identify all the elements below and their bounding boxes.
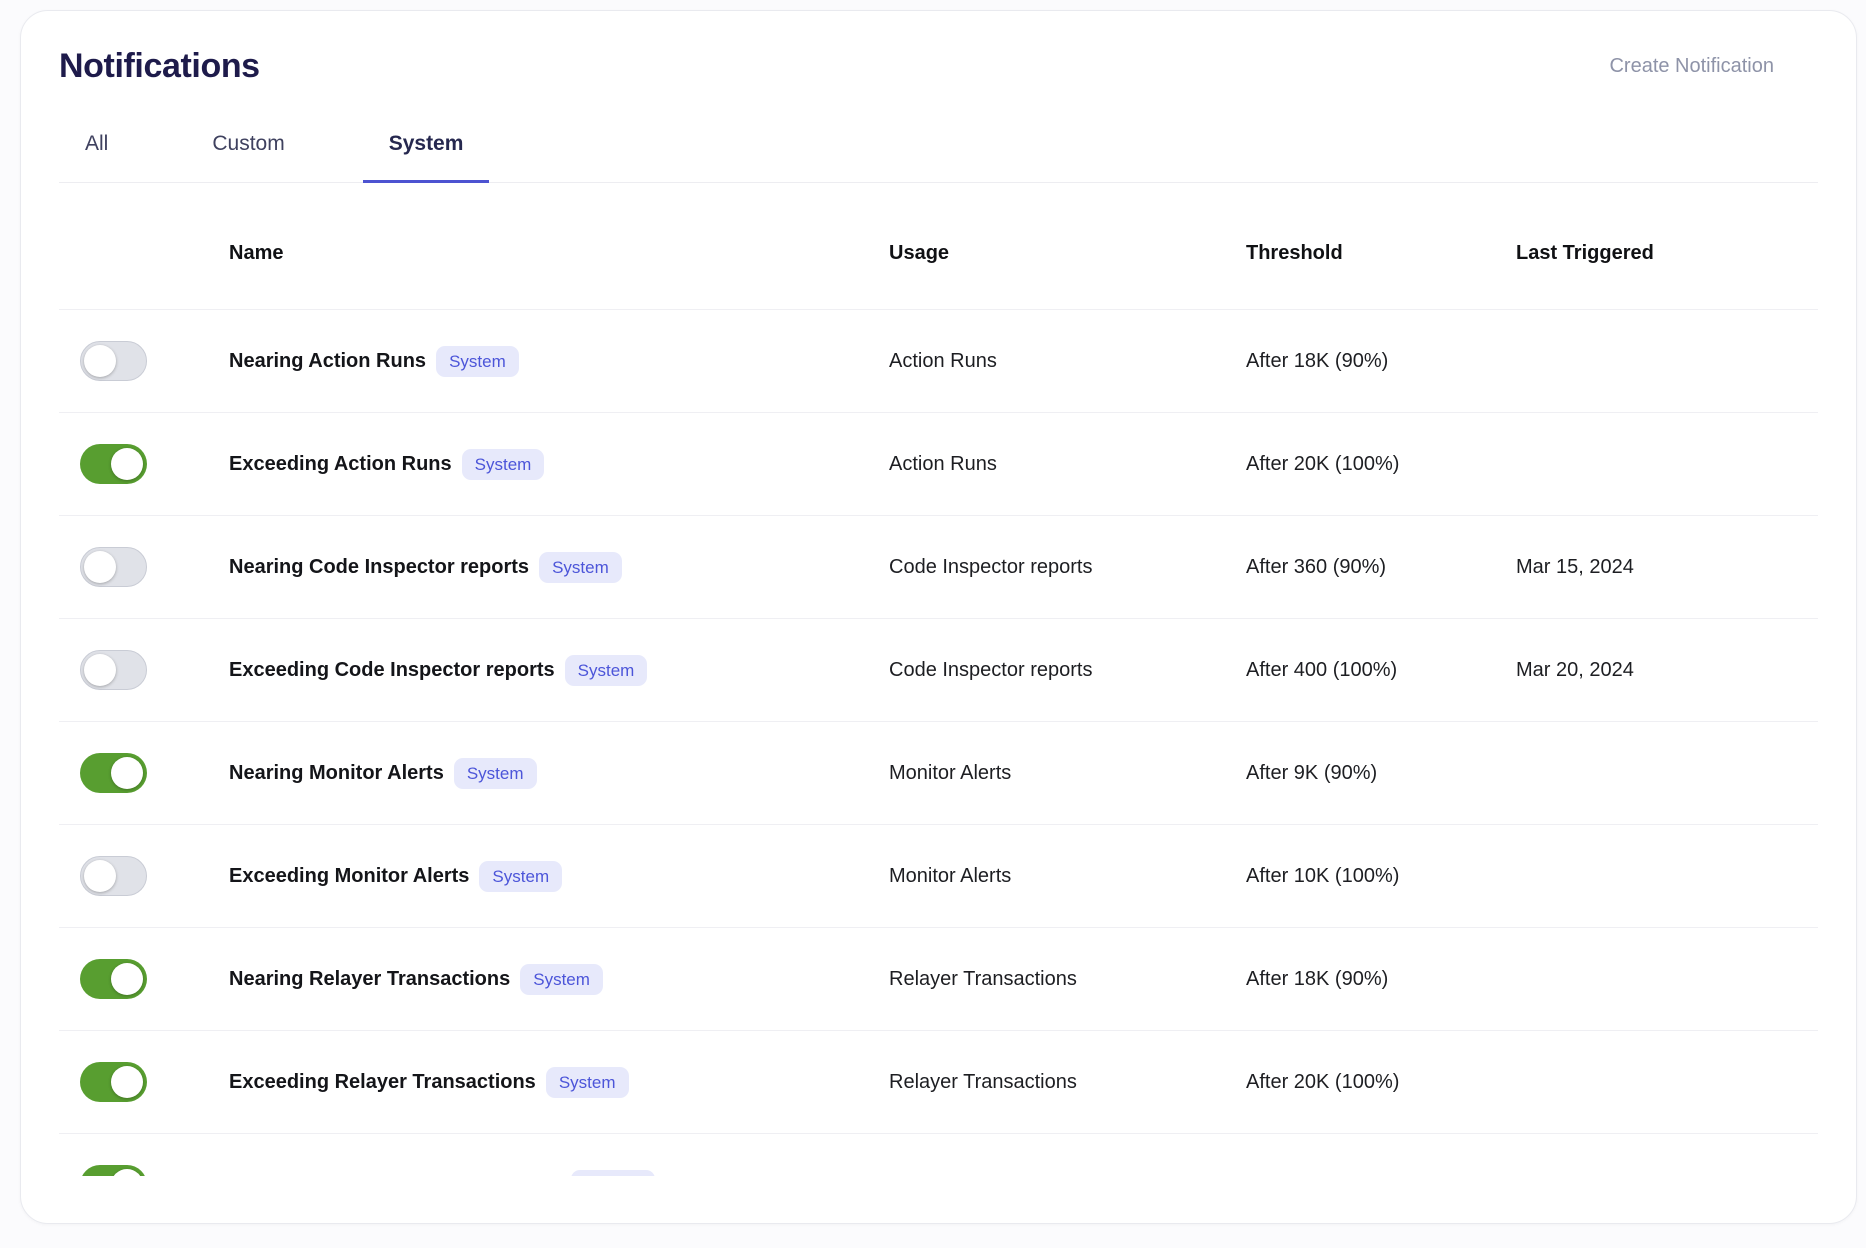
threshold-cell: After 9K (90%) — [1246, 761, 1378, 784]
threshold-cell: After 20K (100%) — [1246, 1070, 1400, 1093]
name-cell: Nearing Action Runs System — [229, 345, 889, 377]
notification-toggle[interactable] — [80, 444, 147, 484]
system-badge: System — [545, 1066, 629, 1098]
column-header-last-triggered: Last Triggered — [1516, 241, 1654, 264]
notification-name: Nearing Relayer Transactions — [229, 967, 511, 990]
usage-cell: Action Runs — [889, 349, 997, 372]
notification-toggle[interactable] — [80, 856, 147, 896]
toggle-cell — [59, 547, 229, 587]
column-header-name: Name — [229, 241, 284, 264]
page-title: Notifications — [59, 47, 260, 85]
table-row: Exceeding Monitor Alerts System Monitor Al… — [59, 825, 1818, 928]
notification-name: Exceeding Monitor Alerts — [229, 864, 470, 887]
table-row: Nearing Action Runs System Action Runs Afte… — [59, 310, 1818, 413]
toggle-knob — [111, 1169, 143, 1176]
toggle-knob — [111, 1066, 143, 1098]
usage-cell: Monitor Alerts — [889, 864, 1012, 887]
usage-cell: Code Inspector reports — [889, 555, 1093, 578]
usage-cell: Action Runs — [889, 452, 997, 475]
system-badge — [571, 1170, 655, 1176]
notification-toggle[interactable] — [80, 753, 147, 793]
table-row: Exceeding Action Runs System Action Runs Af… — [59, 413, 1818, 516]
toggle-cell — [59, 650, 229, 690]
toggle-cell — [59, 856, 229, 896]
toggle-knob — [84, 654, 116, 686]
create-notification-button[interactable]: Create Notification — [1609, 55, 1774, 77]
name-cell: Nearing Relayer Transactions System — [229, 963, 889, 995]
notification-toggle[interactable] — [80, 1062, 147, 1102]
tab-custom[interactable]: Custom — [212, 132, 285, 155]
system-badge: System — [564, 654, 648, 686]
threshold-cell: After 400 (100%) — [1246, 658, 1398, 681]
table-row — [59, 1134, 1818, 1176]
notification-toggle[interactable] — [80, 650, 147, 690]
tab-bar: All Custom System — [59, 120, 1818, 183]
name-cell: Exceeding Action Runs System — [229, 448, 889, 480]
table-header-row: Name Usage Threshold Last Triggered — [59, 183, 1818, 310]
system-badge: System — [479, 860, 563, 892]
threshold-cell: After 10K (100%) — [1246, 864, 1400, 887]
name-cell: Exceeding Code Inspector reports System — [229, 654, 889, 686]
threshold-cell: After 18K (90%) — [1246, 967, 1389, 990]
last-triggered-cell: Mar 20, 2024 — [1516, 658, 1634, 681]
column-header-usage: Usage — [889, 241, 950, 264]
usage-cell: Relayer Transactions — [889, 1070, 1077, 1093]
usage-cell: Relayer Transactions — [889, 967, 1077, 990]
notifications-card: Notifications Create Notification All Cu… — [20, 10, 1857, 1224]
toggle-knob — [84, 345, 116, 377]
toggle-knob — [111, 963, 143, 995]
usage-cell: Monitor Alerts — [889, 761, 1012, 784]
system-badge: System — [539, 551, 622, 583]
toggle-cell — [59, 753, 229, 793]
system-badge: System — [461, 448, 545, 480]
name-cell: Nearing Code Inspector reports System — [229, 551, 889, 583]
card-header: Notifications Create Notification — [59, 11, 1818, 86]
notification-name: Exceeding Action Runs — [229, 452, 452, 475]
toggle-cell — [59, 444, 229, 484]
notification-toggle[interactable] — [80, 1165, 147, 1176]
toggle-cell — [59, 1165, 229, 1176]
notification-toggle[interactable] — [80, 959, 147, 999]
threshold-cell: After 18K (90%) — [1246, 349, 1389, 372]
system-badge: System — [436, 345, 519, 377]
table-row: Exceeding Relayer Transactions System Rela… — [59, 1031, 1818, 1134]
toggle-cell — [59, 959, 229, 999]
toggle-cell — [59, 341, 229, 381]
name-cell: Exceeding Relayer Transactions System — [229, 1066, 889, 1098]
notification-name: Exceeding Code Inspector reports — [229, 658, 555, 681]
threshold-cell: After 360 (90%) — [1246, 555, 1387, 578]
tab-all[interactable]: All — [85, 132, 109, 155]
name-cell: Nearing Monitor Alerts System — [229, 757, 889, 789]
threshold-cell: After 20K (100%) — [1246, 452, 1400, 475]
name-cell — [229, 1170, 889, 1176]
notification-name: Nearing Code Inspector reports — [229, 555, 530, 578]
last-triggered-cell: Mar 15, 2024 — [1516, 555, 1634, 578]
notification-name: Nearing Action Runs — [229, 349, 427, 372]
system-badge: System — [453, 757, 537, 789]
table-row: Nearing Relayer Transactions System Relaye… — [59, 928, 1818, 1031]
name-cell: Exceeding Monitor Alerts System — [229, 860, 889, 892]
notification-name: Nearing Monitor Alerts — [229, 761, 444, 784]
notification-name: Exceeding Relayer Transactions — [229, 1070, 536, 1093]
system-badge: System — [520, 963, 603, 995]
notification-toggle[interactable] — [80, 547, 147, 587]
table-row: Exceeding Code Inspector reports System Co… — [59, 619, 1818, 722]
column-header-threshold: Threshold — [1246, 241, 1343, 264]
notification-toggle[interactable] — [80, 341, 147, 381]
table-row: Nearing Code Inspector reports System Code… — [59, 516, 1818, 619]
tab-system[interactable]: System — [362, 120, 490, 183]
toggle-knob — [84, 860, 116, 892]
toggle-knob — [84, 551, 116, 583]
toggle-knob — [111, 757, 143, 789]
toggle-cell — [59, 1062, 229, 1102]
table-row: Nearing Monitor Alerts System Monitor Aler… — [59, 722, 1818, 825]
table-body: Nearing Action Runs System Action Runs Afte… — [59, 310, 1818, 1176]
usage-cell: Code Inspector reports — [889, 658, 1093, 681]
toggle-knob — [111, 448, 143, 480]
